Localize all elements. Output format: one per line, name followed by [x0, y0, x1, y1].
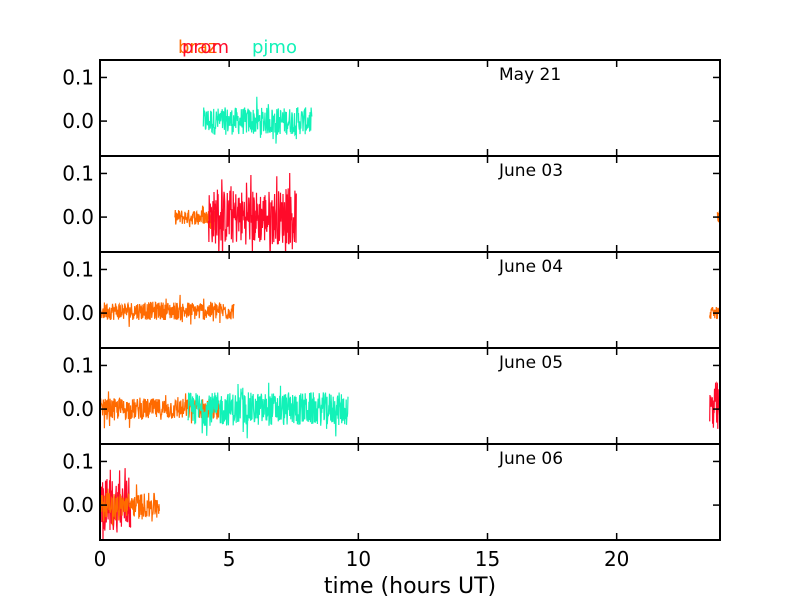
panels: 0.00.1 May 210.00.1 June 030.00.1 June 040.…	[62, 59, 721, 541]
panel-2: 0.0 0.1 June 04	[62, 251, 721, 349]
panel-date-label: June 05	[498, 353, 563, 373]
series-pjmo	[202, 96, 313, 144]
x-axis-label: time (hours UT)	[324, 574, 496, 599]
x-tick-label: 20	[604, 547, 629, 571]
panel-frame	[99, 347, 721, 445]
y-tick-label: 0.0	[62, 301, 94, 325]
panel-frame	[99, 59, 721, 157]
y-tick-label: 0.1	[62, 353, 94, 377]
panel-frame	[99, 155, 721, 253]
panel-frame	[99, 251, 721, 349]
panel-traces	[100, 381, 720, 439]
panel-date-label: May 21	[499, 65, 561, 85]
panel-frame	[99, 443, 721, 541]
panel-traces	[202, 96, 313, 144]
panel-3: 0.0 0.1 June 05	[62, 347, 721, 445]
series-prom	[100, 468, 132, 540]
x-tick-label: 15	[475, 547, 500, 571]
y-tick-label: 0.0	[62, 109, 94, 133]
series-prom	[709, 381, 720, 429]
series-braz	[100, 484, 160, 526]
panel-4: 0.0 0.1 June 06	[62, 443, 721, 541]
panel-traces	[174, 172, 720, 252]
legend-entry-braz: braz	[178, 37, 217, 58]
y-tick-label: 0.1	[62, 161, 94, 185]
panel-traces	[100, 468, 160, 540]
panel-0: 0.0 0.1 May 21	[62, 59, 721, 157]
panel-date-label: June 04	[498, 257, 563, 277]
series-braz	[709, 306, 720, 320]
panel-date-label: June 06	[498, 449, 563, 469]
y-tick-label: 0.1	[62, 449, 94, 473]
series-pjmo	[187, 382, 349, 439]
panel-date-label: June 03	[498, 161, 563, 181]
y-tick-label: 0.0	[62, 205, 94, 229]
legend-entry-prom: prom	[182, 37, 229, 58]
legend-entry-pjmo: pjmo	[252, 37, 297, 58]
y-tick-label: 0.0	[62, 493, 94, 517]
x-tick-label: 0	[94, 547, 107, 571]
series-prom	[207, 172, 297, 252]
y-tick-label: 0.1	[62, 257, 94, 281]
series-braz	[100, 294, 235, 327]
x-tick-label: 5	[223, 547, 236, 571]
panel-1: 0.0 0.1 June 03	[62, 155, 721, 253]
panel-traces	[100, 294, 720, 327]
x-axis: 0 5 10 15 20	[94, 547, 630, 571]
y-tick-label: 0.1	[62, 65, 94, 89]
y-tick-label: 0.0	[62, 397, 94, 421]
x-tick-label: 10	[346, 547, 371, 571]
